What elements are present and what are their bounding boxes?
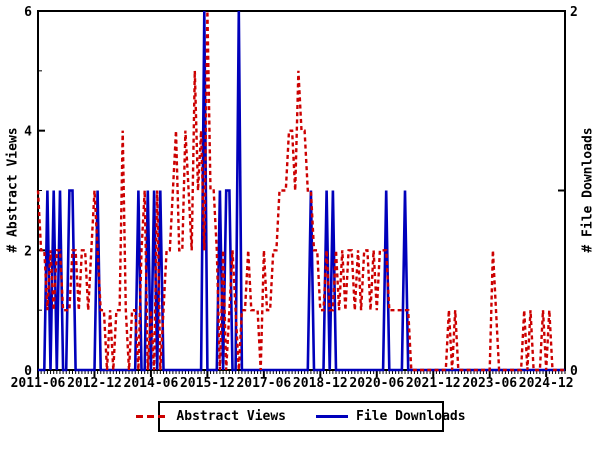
- views-line: [36, 10, 565, 372]
- y-left-tick-label: 4: [24, 125, 32, 140]
- x-tick-label: 2020-06: [349, 376, 404, 391]
- legend-downloads-label: File Downloads: [356, 409, 466, 424]
- y-left-tick-label: 6: [24, 5, 32, 20]
- y-axis-right-title: # File Downloads: [580, 127, 596, 253]
- legend-downloads-sample: [316, 415, 348, 418]
- x-tick-label: 2021-12: [406, 376, 461, 391]
- x-tick-label: 2014-06: [124, 376, 179, 391]
- y-left-tick-label: 0: [24, 364, 32, 379]
- y-axis-left-title: # Abstract Views: [5, 127, 21, 253]
- x-tick-label: 2023-06: [462, 376, 517, 391]
- legend-views-sample: [136, 415, 169, 418]
- x-tick-label: 2015-12: [180, 376, 235, 391]
- legend-views-label: Abstract Views: [176, 409, 286, 424]
- x-tick-label: 2012-12: [67, 376, 122, 391]
- legend-box: Abstract Views File Downloads: [136, 401, 466, 432]
- x-tick-label: 2024-12: [519, 376, 574, 391]
- x-tick-label: 2018-12: [293, 376, 348, 391]
- y-left-tick-label: 2: [24, 244, 32, 259]
- y-right-tick-label: 2: [570, 5, 578, 20]
- x-tick-label: 2011-06: [11, 376, 66, 391]
- y-right-tick-label: 0: [570, 364, 578, 379]
- x-tick-label: 2017-06: [236, 376, 291, 391]
